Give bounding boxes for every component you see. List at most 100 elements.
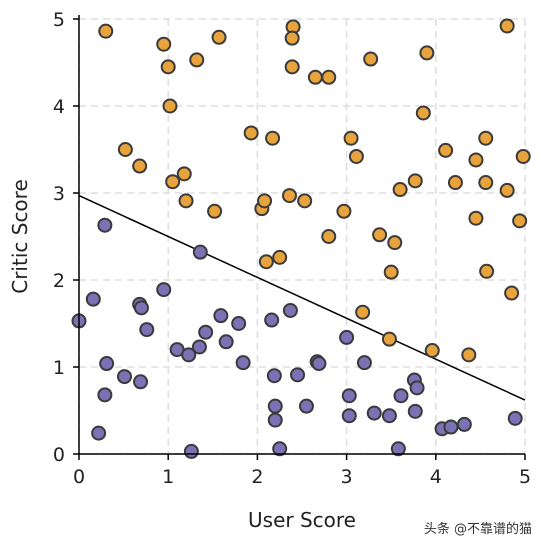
point-purple [97, 217, 113, 233]
point-orange [343, 130, 359, 146]
gridlines [78, 18, 526, 455]
point-orange [479, 263, 495, 279]
watermark: 头条 @不靠谱的猫 [423, 522, 532, 537]
point-orange [160, 59, 176, 75]
point-orange [211, 29, 227, 45]
y-tick-label: 2 [53, 270, 65, 292]
point-purple [366, 405, 382, 421]
point-orange [117, 142, 133, 157]
point-orange [307, 69, 323, 85]
point-purple [356, 355, 372, 371]
point-orange [355, 304, 371, 320]
point-purple [290, 367, 306, 383]
point-purple [339, 329, 355, 345]
point-purple [272, 441, 288, 457]
point-purple [183, 443, 199, 459]
point-purple [235, 355, 251, 371]
data-points [71, 18, 531, 459]
point-orange [207, 203, 223, 219]
point-purple [298, 398, 314, 414]
point-orange [189, 52, 205, 68]
point-orange [258, 254, 274, 270]
point-orange [392, 182, 408, 198]
y-tick-label: 5 [53, 9, 65, 31]
y-tick-label: 1 [53, 357, 65, 379]
point-orange [257, 193, 273, 209]
point-orange [424, 342, 440, 358]
point-purple [116, 369, 132, 385]
separator-line [78, 194, 526, 401]
point-purple [133, 300, 149, 316]
point-orange [98, 23, 114, 39]
point-orange [265, 130, 281, 146]
x-tick-label: 1 [162, 466, 174, 488]
x-tick-label: 0 [73, 466, 85, 488]
point-orange [132, 158, 148, 174]
point-purple [282, 302, 298, 318]
point-orange [297, 193, 313, 209]
point-purple [191, 339, 207, 355]
point-purple [99, 356, 115, 372]
point-orange [478, 175, 494, 191]
point-orange [243, 125, 259, 141]
point-orange [419, 45, 435, 61]
point-purple [213, 308, 229, 324]
point-purple [264, 312, 280, 328]
point-orange [499, 182, 515, 198]
point-purple [133, 374, 149, 390]
point-orange [363, 51, 379, 67]
point-orange [499, 18, 515, 34]
y-axis-title: Critic Score [8, 179, 32, 294]
point-orange [468, 210, 484, 226]
point-purple [156, 282, 172, 298]
x-axis-title: User Score [248, 508, 356, 532]
point-purple [91, 425, 107, 441]
x-tick-label: 3 [341, 466, 353, 488]
point-orange [438, 142, 454, 158]
x-tick-label: 2 [251, 466, 263, 488]
point-orange [512, 213, 528, 229]
point-orange [156, 36, 172, 52]
y-tick-label: 3 [53, 183, 65, 205]
point-purple [198, 324, 214, 340]
point-orange [383, 264, 399, 280]
point-orange [284, 59, 300, 75]
point-orange [348, 148, 364, 164]
point-orange [284, 30, 300, 46]
point-purple [267, 398, 283, 414]
point-purple [409, 380, 425, 396]
point-orange [336, 203, 352, 219]
axes: 0 1 2 3 4 5 0 1 2 3 4 5 [53, 9, 531, 488]
point-purple [456, 416, 472, 432]
point-purple [341, 408, 357, 424]
point-orange [515, 148, 531, 164]
point-orange [272, 249, 288, 265]
point-orange [407, 173, 423, 189]
point-orange [176, 166, 192, 182]
point-orange [387, 235, 403, 251]
point-purple [192, 244, 208, 260]
point-orange [321, 229, 337, 244]
point-purple [85, 291, 101, 307]
point-purple [218, 334, 234, 350]
point-orange [415, 105, 431, 121]
point-purple [381, 408, 397, 424]
point-purple [341, 388, 357, 404]
point-purple [443, 419, 459, 435]
y-tick-label: 4 [53, 96, 65, 118]
x-tick-label: 5 [519, 466, 531, 488]
point-purple [266, 368, 282, 384]
point-orange [461, 347, 477, 363]
point-orange [282, 188, 298, 204]
point-purple [181, 347, 197, 363]
point-orange [178, 193, 194, 209]
point-orange [447, 175, 463, 191]
x-tick-label: 4 [430, 466, 442, 488]
point-orange [381, 331, 397, 347]
point-purple [507, 410, 523, 426]
y-tick-label: 0 [53, 444, 65, 466]
decision-line [78, 194, 526, 401]
point-purple [311, 356, 327, 372]
point-orange [504, 285, 520, 301]
